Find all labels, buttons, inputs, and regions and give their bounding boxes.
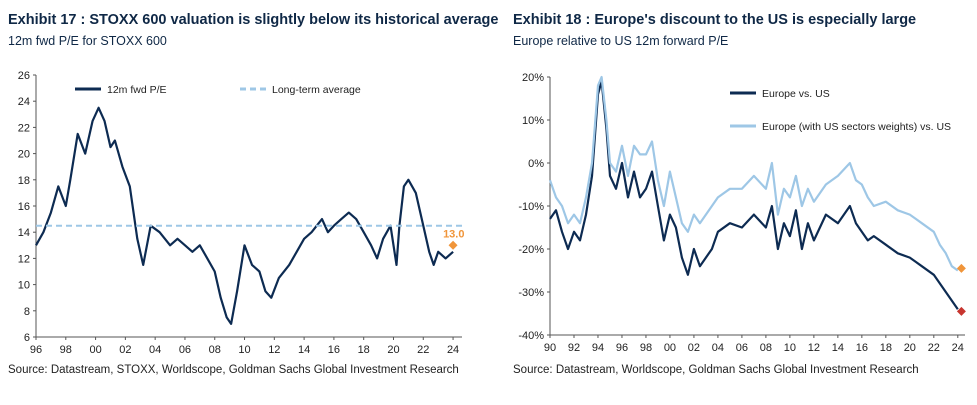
y-tick-label: 24: [18, 96, 30, 108]
exhibit-18-title: Exhibit 18 : Europe's discount to the US…: [513, 12, 917, 28]
x-tick-label: 08: [209, 344, 221, 356]
legend-label: Europe (with US sectors weights) vs. US: [762, 121, 951, 133]
x-tick-label: 18: [358, 344, 370, 356]
relative-pe-line-chart: -40% -30% -20% -10% 0% 10% 20% 90 92 94 96 98 00 02 04…: [518, 72, 966, 354]
x-tick-label: 90: [544, 342, 556, 354]
x-tick-label: 16: [328, 344, 340, 356]
legend-label: Europe vs. US: [762, 88, 830, 100]
y-tick-label: 8: [24, 306, 30, 318]
x-tick-label: 00: [89, 344, 101, 356]
y-tick-label: -30%: [518, 287, 544, 299]
x-tick-label: 16: [856, 342, 868, 354]
y-tick-label: 14: [18, 227, 30, 239]
rel-series-line-1: [548, 75, 959, 272]
y-tick-label: 26: [18, 70, 30, 82]
rel-series-line-0: [549, 80, 959, 310]
exhibit-18-source: Source: Datastream, Worldscope, Goldman …: [513, 364, 919, 376]
y-tick-label: 16: [18, 201, 30, 213]
x-tick-label: 06: [736, 342, 748, 354]
exhibit-17-source: Source: Datastream, STOXX, Worldscope, G…: [8, 364, 459, 376]
x-tick-label: 12: [268, 344, 280, 356]
y-tick-label: -10%: [518, 201, 544, 213]
x-tick-label: 24: [952, 342, 964, 354]
x-tick-label: 10: [784, 342, 796, 354]
x-tick-label: 22: [417, 344, 429, 356]
x-tick-label: 14: [832, 342, 844, 354]
legend-label: 12m fwd P/E: [107, 84, 167, 96]
pe-line-chart: 6 8 10 12 14 16 18 20 22 24 26 96 98 00 02 04 06 08 10 12 14…: [18, 70, 465, 356]
x-tick-label: 98: [60, 344, 72, 356]
x-tick-label: 96: [30, 344, 42, 356]
y-tick-label: 22: [18, 122, 30, 134]
x-tick-label: 92: [568, 342, 580, 354]
x-tick-label: 02: [688, 342, 700, 354]
x-tick-label: 10: [238, 344, 250, 356]
x-tick-label: 14: [298, 344, 310, 356]
x-tick-label: 04: [712, 342, 724, 354]
current-value-label: 13.0: [443, 228, 464, 240]
x-tick-label: 20: [387, 344, 399, 356]
x-tick-label: 02: [119, 344, 131, 356]
exhibit-18-subtitle: Europe relative to US 12m forward P/E: [513, 34, 729, 48]
rel-current-marker: [956, 263, 966, 273]
y-tick-label: -40%: [518, 330, 544, 342]
legend-label: Long-term average: [272, 84, 361, 96]
y-tick-label: 18: [18, 175, 30, 187]
y-tick-label: -20%: [518, 244, 544, 256]
x-tick-label: 24: [447, 344, 459, 356]
pe-current-marker: [448, 240, 458, 250]
x-tick-label: 06: [179, 344, 191, 356]
exhibit-17-title: Exhibit 17 : STOXX 600 valuation is slig…: [8, 12, 499, 28]
exhibit-17-subtitle: 12m fwd P/E for STOXX 600: [8, 34, 167, 48]
y-tick-label: 20%: [522, 72, 544, 84]
x-tick-label: 00: [664, 342, 676, 354]
x-tick-label: 98: [640, 342, 652, 354]
exhibit-17-panel: Exhibit 17 : STOXX 600 valuation is slig…: [0, 0, 498, 405]
x-tick-label: 04: [149, 344, 161, 356]
y-tick-label: 0%: [528, 158, 544, 170]
exhibit-18-panel: Exhibit 18 : Europe's discount to the US…: [505, 0, 975, 405]
x-tick-label: 96: [616, 342, 628, 354]
y-tick-label: 6: [24, 332, 30, 344]
x-tick-label: 18: [880, 342, 892, 354]
x-tick-label: 08: [760, 342, 772, 354]
y-tick-label: 12: [18, 253, 30, 265]
rel-current-marker: [956, 306, 966, 316]
y-tick-label: 20: [18, 149, 30, 161]
y-tick-label: 10: [18, 280, 30, 292]
pe-series-line-0: [35, 106, 454, 325]
x-tick-label: 12: [808, 342, 820, 354]
x-tick-label: 20: [904, 342, 916, 354]
y-tick-label: 10%: [522, 115, 544, 127]
x-tick-label: 94: [592, 342, 604, 354]
x-tick-label: 22: [928, 342, 940, 354]
